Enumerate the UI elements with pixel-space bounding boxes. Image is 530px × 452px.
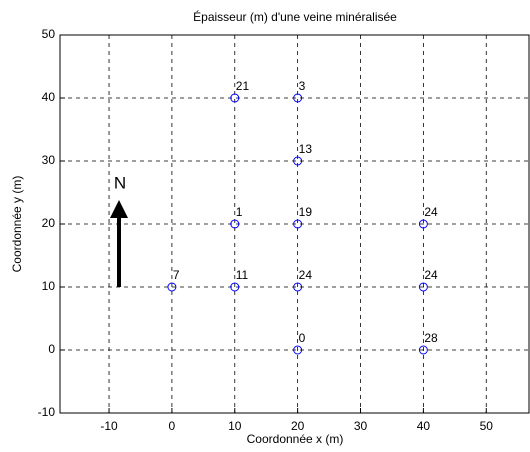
point [167,282,177,292]
data-label: 1 [236,205,243,219]
chart-title: Épaisseur (m) d'une veine minéralisée [193,9,397,24]
y-tick-label: 40 [42,90,56,104]
point [293,282,303,292]
x-tick-label: 20 [291,419,305,433]
y-tick-label: 10 [42,279,56,293]
y-tick-label: 0 [48,342,55,356]
point [230,282,240,292]
x-tick-label: 10 [228,419,242,433]
data-label: 24 [424,205,438,219]
point [230,93,240,103]
north-label: N [114,173,126,192]
x-tick-label: 30 [354,419,368,433]
data-label: 28 [424,331,438,345]
x-axis-label: Coordonnée x (m) [247,432,344,446]
point [293,345,303,355]
data-label: 7 [173,268,180,282]
x-tick-label: 40 [417,419,431,433]
point [293,156,303,166]
north-arrow-head [110,200,128,218]
data-label: 19 [299,205,313,219]
data-label: 24 [424,268,438,282]
data-label: 3 [299,79,306,93]
data-label: 0 [299,331,306,345]
point [293,93,303,103]
x-tick-label: 0 [169,419,176,433]
data-label: 13 [299,142,313,156]
point [418,219,428,229]
data-label: 24 [299,268,313,282]
x-tick-label: -10 [100,419,118,433]
y-axis-label: Coordonnée y (m) [10,176,24,273]
point [418,282,428,292]
axes-frame [59,34,530,414]
point [418,345,428,355]
y-tick-label: 50 [42,27,56,41]
x-tick-label: 50 [480,419,494,433]
data-label: 21 [236,79,250,93]
point [230,219,240,229]
y-tick-label: 20 [42,216,56,230]
y-tick-label: -10 [38,405,56,419]
y-tick-label: 30 [42,153,56,167]
data-label: 11 [236,268,249,282]
point [293,219,303,229]
